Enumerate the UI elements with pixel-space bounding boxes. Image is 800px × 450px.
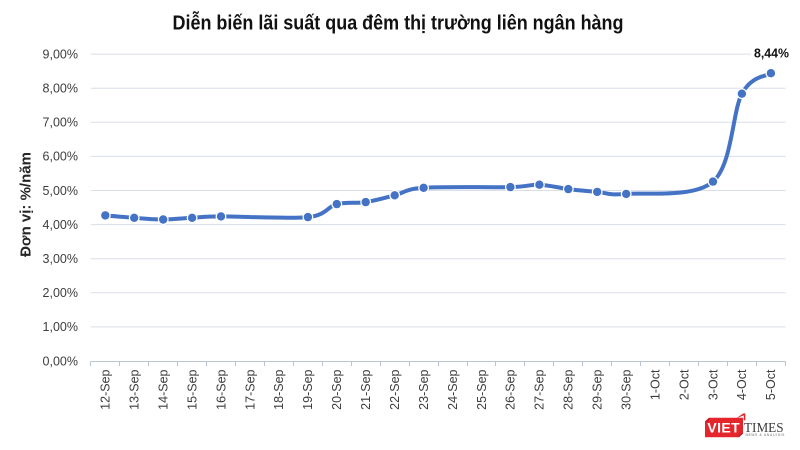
svg-text:2-Oct: 2-Oct bbox=[677, 369, 691, 400]
svg-text:0,00%: 0,00% bbox=[43, 354, 78, 368]
svg-text:NEWS & ANALYSIS: NEWS & ANALYSIS bbox=[746, 433, 786, 437]
svg-text:22-Sep: 22-Sep bbox=[388, 369, 402, 409]
svg-text:17-Sep: 17-Sep bbox=[243, 369, 257, 409]
svg-text:23-Sep: 23-Sep bbox=[417, 369, 431, 409]
svg-text:4,00%: 4,00% bbox=[43, 218, 78, 232]
svg-text:12-Sep: 12-Sep bbox=[99, 369, 113, 409]
svg-text:30-Sep: 30-Sep bbox=[620, 369, 634, 409]
svg-text:25-Sep: 25-Sep bbox=[475, 369, 489, 409]
svg-text:TIMES: TIMES bbox=[744, 420, 784, 435]
svg-text:3-Oct: 3-Oct bbox=[706, 369, 720, 400]
svg-text:5,00%: 5,00% bbox=[43, 184, 78, 198]
svg-text:Đơn vị: %/năm: Đơn vị: %/năm bbox=[18, 152, 35, 257]
svg-text:VIET: VIET bbox=[707, 420, 740, 436]
svg-text:6,00%: 6,00% bbox=[43, 150, 78, 164]
svg-text:1,00%: 1,00% bbox=[43, 320, 78, 334]
svg-text:28-Sep: 28-Sep bbox=[562, 369, 576, 409]
svg-text:24-Sep: 24-Sep bbox=[446, 369, 460, 409]
svg-text:4-Oct: 4-Oct bbox=[735, 369, 749, 400]
svg-text:26-Sep: 26-Sep bbox=[504, 369, 518, 409]
svg-text:19-Sep: 19-Sep bbox=[301, 369, 315, 409]
svg-text:5-Oct: 5-Oct bbox=[764, 369, 778, 400]
svg-text:3,00%: 3,00% bbox=[43, 252, 78, 266]
svg-text:2,00%: 2,00% bbox=[43, 286, 78, 300]
svg-text:8,44%: 8,44% bbox=[754, 46, 789, 61]
svg-text:Diễn biến lãi suất qua đêm thị: Diễn biến lãi suất qua đêm thị trường li… bbox=[173, 11, 624, 35]
svg-text:27-Sep: 27-Sep bbox=[533, 369, 547, 409]
svg-text:7,00%: 7,00% bbox=[43, 116, 78, 130]
svg-text:21-Sep: 21-Sep bbox=[359, 369, 373, 409]
svg-text:15-Sep: 15-Sep bbox=[185, 369, 199, 409]
svg-text:8,00%: 8,00% bbox=[43, 82, 78, 96]
svg-text:20-Sep: 20-Sep bbox=[330, 369, 344, 409]
svg-text:16-Sep: 16-Sep bbox=[214, 369, 228, 409]
svg-text:29-Sep: 29-Sep bbox=[591, 369, 605, 409]
svg-text:13-Sep: 13-Sep bbox=[128, 369, 142, 409]
svg-text:18-Sep: 18-Sep bbox=[272, 369, 286, 409]
svg-text:14-Sep: 14-Sep bbox=[157, 369, 171, 409]
svg-text:1-Oct: 1-Oct bbox=[648, 369, 662, 400]
svg-text:9,00%: 9,00% bbox=[43, 47, 78, 61]
